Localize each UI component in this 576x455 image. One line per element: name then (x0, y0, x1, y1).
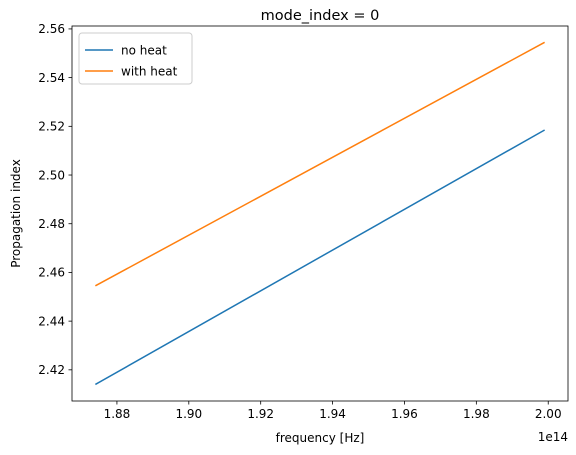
plot-background (72, 26, 568, 401)
x-tick-label: 1.96 (391, 407, 418, 421)
legend-entries: no heat with heat (85, 43, 178, 78)
x-axis-ticks: 1.88 1.90 1.92 1.94 1.96 1.98 2.00 (104, 401, 562, 421)
y-tick-label: 2.54 (38, 71, 65, 85)
chart-title: mode_index = 0 (261, 8, 380, 24)
x-tick-label: 1.94 (319, 407, 346, 421)
x-tick-label: 1.92 (247, 407, 274, 421)
legend: no heat with heat (78, 32, 193, 85)
x-tick-label: 1.90 (175, 407, 202, 421)
series-layer (94, 41, 546, 386)
plot-frame (71, 25, 569, 402)
series-line-1 (95, 41, 545, 287)
legend-label-0: no heat (121, 43, 167, 57)
y-axis-label: Propagation index (9, 159, 23, 268)
y-tick-label: 2.48 (38, 217, 65, 231)
x-tick-label: 1.88 (104, 407, 131, 421)
y-tick-label: 2.46 (38, 266, 65, 280)
x-axis-label: frequency [Hz] (276, 431, 365, 445)
y-tick-label: 2.56 (38, 22, 65, 36)
x-tick-label: 2.00 (535, 407, 562, 421)
y-tick-label: 2.44 (38, 314, 65, 328)
y-tick-label: 2.42 (38, 363, 65, 377)
y-tick-label: 2.52 (38, 120, 65, 134)
series-line-0 (94, 129, 546, 386)
y-axis-ticks: 2.42 2.44 2.46 2.48 2.50 2.52 2.54 2.56 (38, 22, 72, 377)
x-axis-offset-label: 1e14 (538, 430, 568, 444)
y-tick-label: 2.50 (38, 168, 65, 182)
legend-label-1: with heat (121, 64, 178, 78)
x-tick-label: 1.98 (463, 407, 490, 421)
